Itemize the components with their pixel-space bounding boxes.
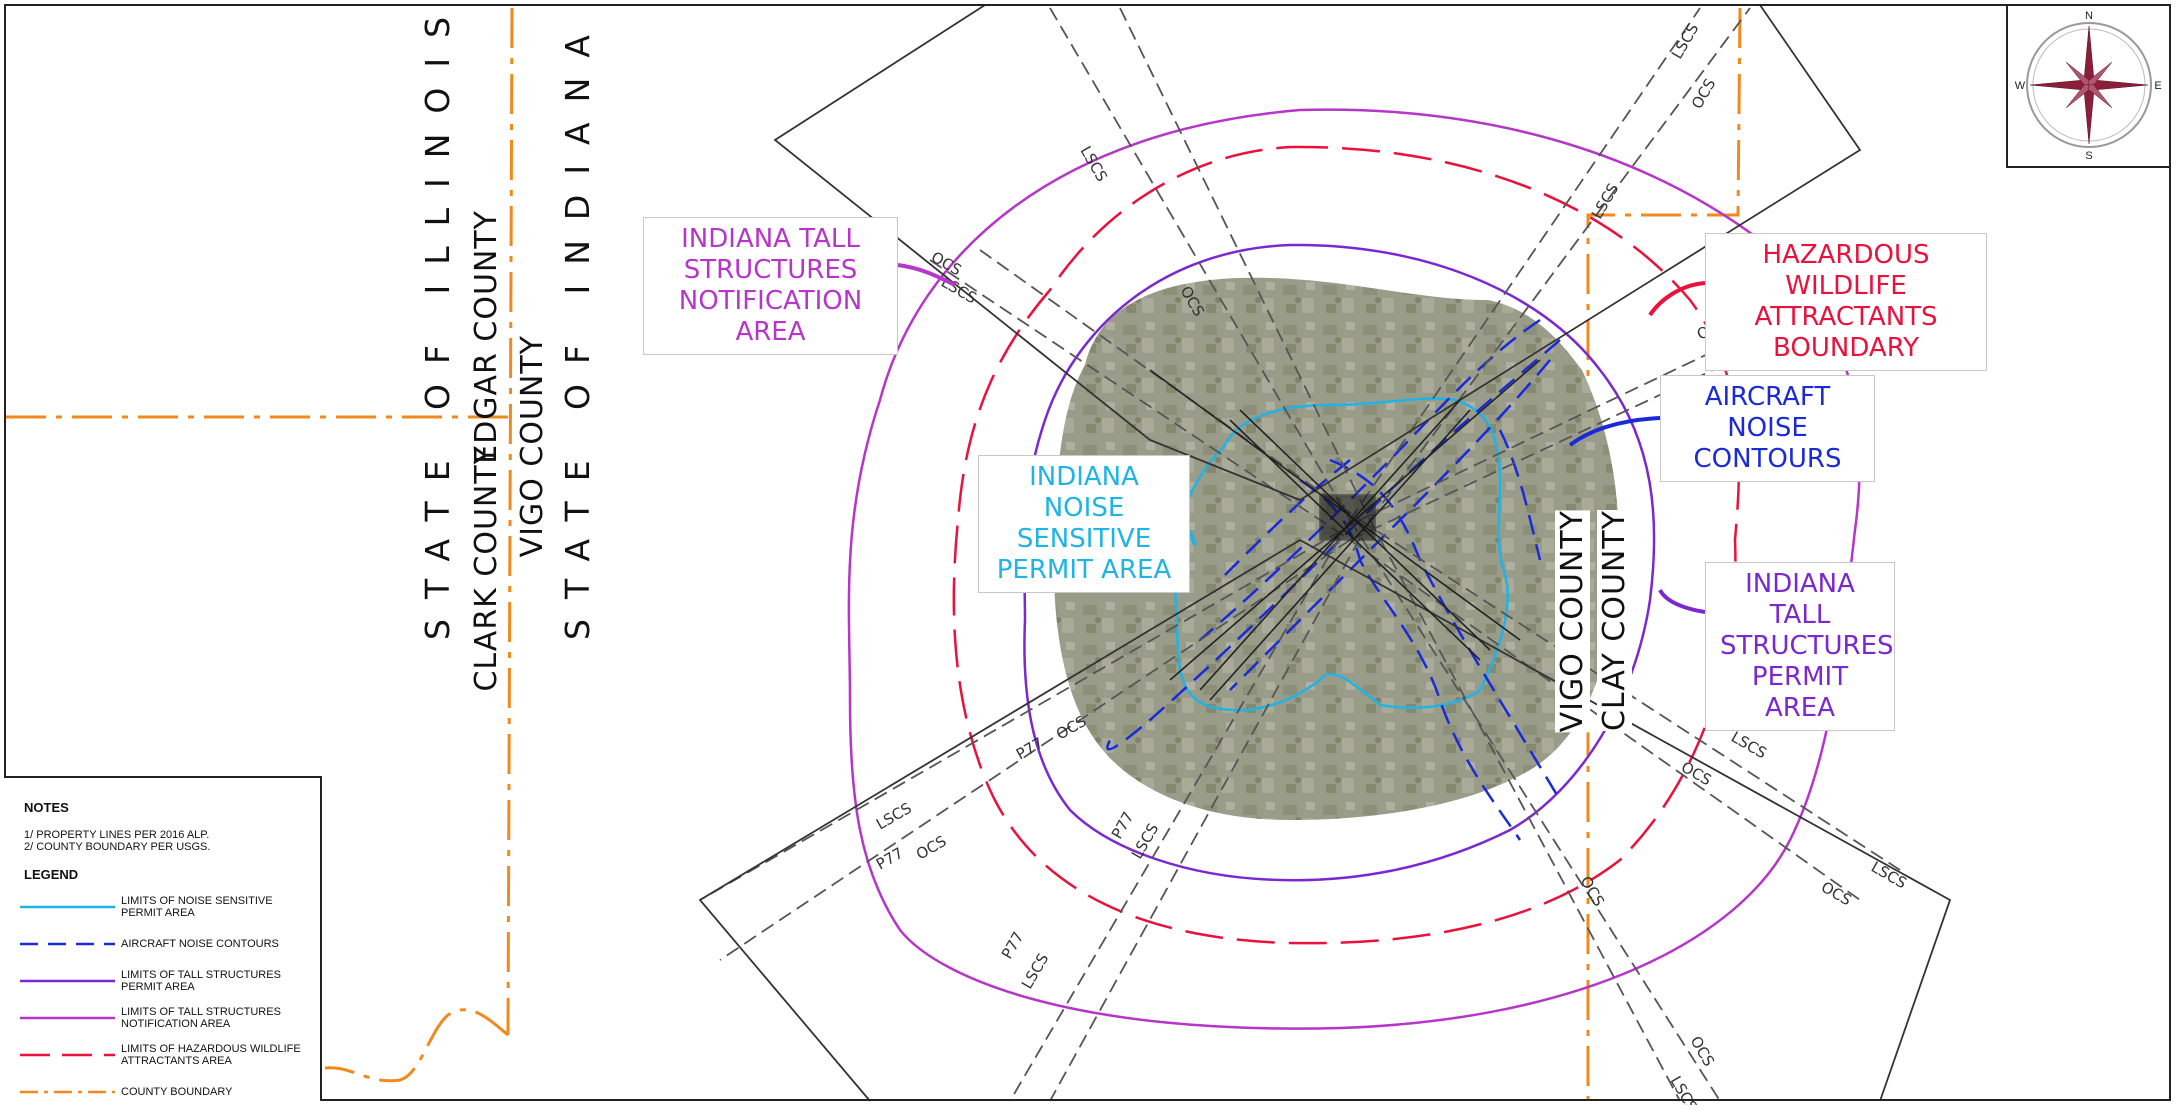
svg-text:OCS: OCS: [1687, 1033, 1718, 1070]
legend-item: LIMITS OF TALL STRUCTURES PERMIT AREA: [20, 962, 310, 999]
legend-item: COUNTY BOUNDARY: [20, 1073, 310, 1110]
note-1: 1/ PROPERTY LINES PER 2016 ALP.: [24, 829, 210, 841]
svg-text:LSCS: LSCS: [1667, 1073, 1702, 1105]
legend-swatch: [20, 1016, 115, 1019]
legend-title: LEGEND: [24, 867, 79, 882]
svg-text:P77: P77: [998, 929, 1028, 962]
svg-text:OCS: OCS: [1818, 878, 1855, 909]
svg-text:P77: P77: [873, 844, 906, 874]
runway-cluster: [1149, 359, 1541, 701]
state-label-illinois: STATE OF ILLINOIS: [418, 0, 457, 640]
svg-text:LSCS: LSCS: [1128, 820, 1163, 862]
approach-surfaces: [699, 7, 1901, 1102]
legend-item: LIMITS OF TALL STRUCTURES NOTIFICATION A…: [20, 999, 310, 1036]
county-label-clay: CLAY COUNTY: [1597, 510, 1632, 732]
svg-text:OCS: OCS: [913, 832, 950, 863]
compass-e: E: [2154, 80, 2161, 92]
svg-text:LSCS: LSCS: [1668, 20, 1703, 62]
compass-w: W: [2015, 80, 2026, 92]
svg-text:LSCS: LSCS: [1728, 728, 1770, 763]
note-2: 2/ COUNTY BOUNDARY PER USGS.: [24, 841, 211, 853]
legend-swatch: [20, 905, 115, 908]
county-label-edgar: EDGAR COUNTY: [469, 210, 504, 464]
legend-panel: NOTES 1/ PROPERTY LINES PER 2016 ALP. 2/…: [4, 776, 322, 1101]
callout-aircraft-noise: AIRCRAFT NOISE CONTOURS: [1660, 375, 1875, 482]
legend-swatch: [20, 979, 115, 982]
svg-text:LSCS: LSCS: [873, 799, 915, 834]
svg-text:LSCS: LSCS: [1018, 950, 1053, 992]
legend-swatch: [20, 942, 115, 945]
svg-text:OCS: OCS: [1688, 75, 1719, 112]
legend-item-label: LIMITS OF TALL STRUCTURES PERMIT AREA: [121, 968, 281, 993]
callout-tall-structures-notification: INDIANA TALL STRUCTURES NOTIFICATION ARE…: [643, 217, 898, 355]
svg-text:LSCS: LSCS: [1588, 180, 1623, 222]
county-label-vigo-east: VIGO COUNTY: [1555, 510, 1590, 733]
svg-text:LSCS: LSCS: [1077, 143, 1112, 185]
compass-s: S: [2085, 150, 2092, 162]
legend-swatch: [20, 1053, 115, 1056]
svg-text:OCS: OCS: [1577, 873, 1608, 910]
legend-item: LIMITS OF NOISE SENSITIVE PERMIT AREA: [20, 888, 310, 925]
state-label-indiana: STATE OF INDIANA: [558, 15, 597, 640]
compass-rose-icon: [2029, 25, 2149, 145]
north-arrow: N S E W: [2006, 4, 2171, 168]
compass-n: N: [2085, 10, 2093, 22]
legend-item: LIMITS OF HAZARDOUS WILDLIFE ATTRACTANTS…: [20, 1036, 310, 1073]
legend-item-label: LIMITS OF HAZARDOUS WILDLIFE ATTRACTANTS…: [121, 1042, 301, 1067]
legend-swatch: [20, 1090, 115, 1093]
svg-text:P77: P77: [1108, 809, 1138, 842]
legend-item: AIRCRAFT NOISE CONTOURS: [20, 925, 310, 962]
legend-item-label: AIRCRAFT NOISE CONTOURS: [121, 937, 279, 950]
legend-item-label: COUNTY BOUNDARY: [121, 1085, 233, 1098]
notes-title: NOTES: [24, 800, 69, 815]
legend-item-label: LIMITS OF NOISE SENSITIVE PERMIT AREA: [121, 894, 273, 919]
callout-hazardous-wildlife: HAZARDOUS WILDLIFE ATTRACTANTS BOUNDARY: [1705, 233, 1987, 371]
callout-noise-sensitive-permit: INDIANA NOISE SENSITIVE PERMIT AREA: [978, 455, 1190, 593]
noise-sensitive-permit-boundary: [1173, 397, 1509, 712]
surface-outlines: [698, 4, 1952, 1102]
county-label-clark: CLARK COUNTY: [469, 445, 504, 692]
callout-tall-structures-permit: INDIANA TALL STRUCTURES PERMIT AREA: [1705, 562, 1895, 731]
legend-item-label: LIMITS OF TALL STRUCTURES NOTIFICATION A…: [121, 1005, 281, 1030]
county-label-vigo-west: VIGO COUNTY: [515, 335, 550, 558]
